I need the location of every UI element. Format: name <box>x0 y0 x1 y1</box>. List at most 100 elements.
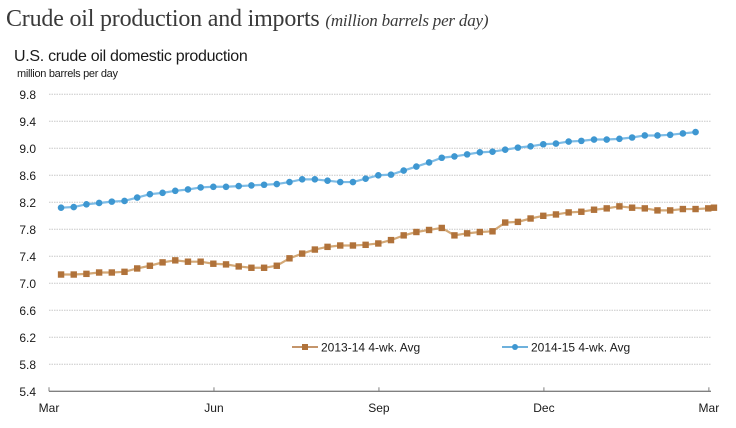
y-tick-label: 8.6 <box>19 169 36 183</box>
data-point <box>349 178 357 186</box>
data-point <box>628 134 636 141</box>
data-point <box>362 241 369 249</box>
data-point <box>95 199 103 207</box>
data-point <box>692 128 699 136</box>
data-point <box>324 243 331 251</box>
data-point <box>222 183 230 191</box>
data-point <box>210 183 217 191</box>
data-point <box>171 187 179 195</box>
data-point <box>121 197 128 205</box>
data-point <box>375 172 382 179</box>
data-point <box>260 181 268 189</box>
data-point <box>565 209 572 216</box>
data-point <box>502 219 509 226</box>
data-point <box>628 204 636 211</box>
data-point <box>184 186 192 193</box>
data-point <box>603 136 611 143</box>
chart-title: U.S. crude oil domestic production <box>14 48 248 65</box>
data-point <box>413 228 420 236</box>
data-point <box>248 264 255 271</box>
series-line <box>61 205 715 276</box>
data-point <box>425 159 433 166</box>
series-layer <box>57 128 718 278</box>
data-point <box>679 130 687 137</box>
data-point <box>311 246 319 253</box>
data-point <box>349 242 357 249</box>
y-tick-label: 7.8 <box>19 223 36 237</box>
data-point <box>476 228 484 236</box>
x-tick-label: Mar <box>699 401 720 415</box>
y-axis-unit-label: million barrels per day <box>17 68 118 80</box>
data-point <box>273 180 281 188</box>
data-point <box>57 204 65 211</box>
data-point <box>286 255 293 262</box>
data-point <box>172 257 179 264</box>
data-point <box>603 205 610 212</box>
data-point <box>451 232 458 239</box>
data-point <box>324 177 331 184</box>
data-point <box>375 240 382 247</box>
data-point <box>578 208 585 215</box>
data-point <box>387 171 395 178</box>
data-point <box>108 198 116 205</box>
data-point <box>108 269 116 276</box>
data-point <box>527 142 534 150</box>
data-point <box>438 154 446 162</box>
data-point <box>197 184 204 191</box>
data-point <box>590 206 598 213</box>
data-point <box>311 176 319 183</box>
legend-item: 2013-14 4-wk. Avg <box>292 341 420 355</box>
data-point <box>248 182 255 189</box>
data-point <box>654 132 661 139</box>
data-point <box>692 205 699 213</box>
page-title: Crude oil production and imports (millio… <box>6 6 489 33</box>
title-main: Crude oil production and imports <box>6 6 320 32</box>
data-point <box>210 260 217 267</box>
data-point <box>362 175 369 182</box>
data-point <box>463 230 471 237</box>
data-point <box>400 167 407 174</box>
x-tick-label: Dec <box>533 401 554 415</box>
data-point <box>641 205 648 212</box>
data-point <box>641 132 649 139</box>
data-point <box>298 176 306 183</box>
legend-label: 2013-14 4-wk. Avg <box>321 341 420 355</box>
data-point <box>184 258 192 265</box>
x-tick-label: Mar <box>39 401 60 415</box>
data-point <box>83 201 90 208</box>
y-axis-ticks: 5.4 5.8 6.2 6.6 7.0 7.4 7.8 8.2 8.6 9.0 9.4 9.8 <box>19 88 36 399</box>
data-point <box>578 137 585 145</box>
data-point <box>133 194 141 201</box>
gridlines <box>49 93 711 365</box>
data-point <box>705 205 712 212</box>
y-tick-label: 5.4 <box>19 385 36 399</box>
data-point <box>286 178 293 186</box>
data-point <box>273 262 280 269</box>
data-point <box>298 250 306 257</box>
y-tick-label: 8.2 <box>19 196 36 210</box>
y-tick-label: 9.4 <box>19 115 36 129</box>
y-tick-label: 9.0 <box>19 142 36 156</box>
data-point <box>489 228 496 235</box>
y-tick-label: 5.8 <box>19 358 36 372</box>
data-point <box>679 205 687 213</box>
data-point <box>235 263 242 270</box>
title-units: (million barrels per day) <box>325 11 489 30</box>
y-tick-label: 9.8 <box>19 88 36 102</box>
data-point <box>83 270 90 278</box>
legend: 2013-14 4-wk. Avg 2014-15 4-wk. Avg <box>292 341 630 355</box>
data-point <box>70 271 77 278</box>
data-point <box>616 203 623 210</box>
data-point <box>463 151 471 158</box>
data-point <box>590 136 598 143</box>
legend-label: 2014-15 4-wk. Avg <box>531 341 630 355</box>
data-point <box>159 189 166 197</box>
x-axis: Mar Jun Sep Dec Mar <box>39 387 720 415</box>
data-point <box>616 135 623 143</box>
series-line <box>60 131 696 209</box>
data-point <box>514 218 522 226</box>
y-tick-label: 6.6 <box>19 304 36 318</box>
data-point <box>666 131 674 139</box>
y-tick-label: 6.2 <box>19 331 36 345</box>
